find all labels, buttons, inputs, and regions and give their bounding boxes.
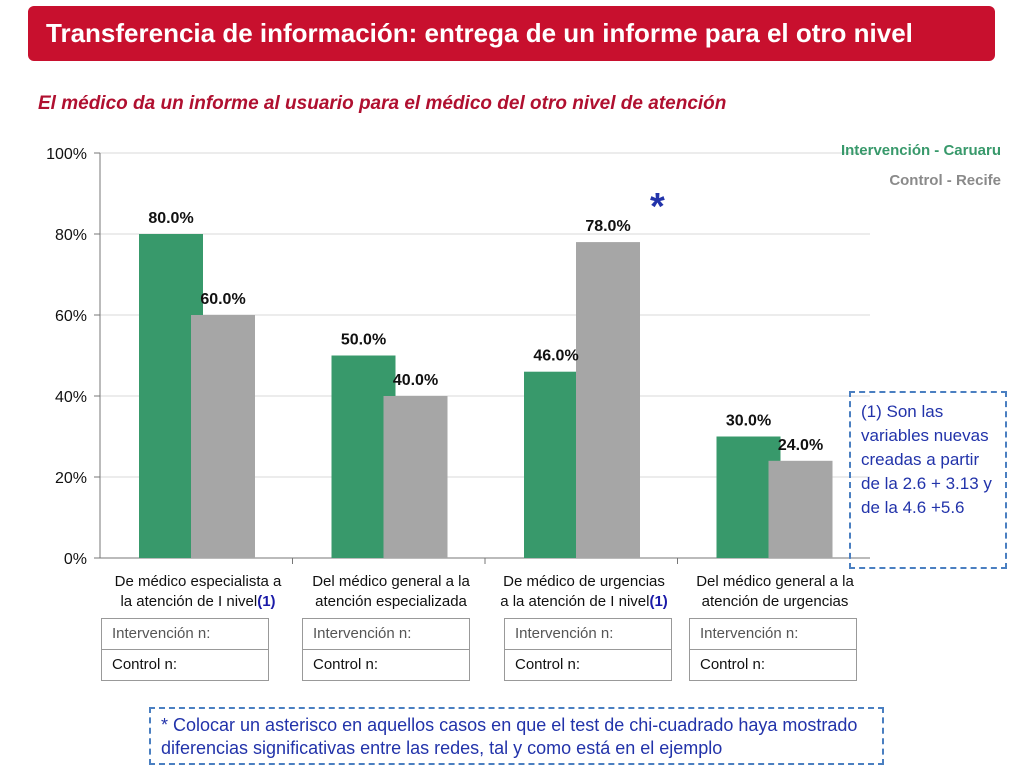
data-label: 78.0% [585, 218, 630, 235]
data-label: 24.0% [778, 437, 823, 454]
n-table: Intervención n: Control n: [302, 618, 470, 681]
y-tick-label: 0% [64, 551, 87, 568]
category-label: Del médico general a la atención de urge… [696, 573, 854, 610]
legend-intervention: Intervención - Caruaru [840, 142, 1001, 159]
data-label: 80.0% [148, 210, 193, 227]
title-banner: Transferencia de información: entrega de… [28, 6, 995, 61]
intervention-n: Intervención n: [313, 625, 412, 642]
legend-control: Control - Recife [889, 172, 1001, 189]
y-tick-label: 100% [46, 146, 87, 163]
n-table: Intervención n: Control n: [504, 618, 672, 681]
data-label: 50.0% [341, 332, 386, 349]
bar-control [191, 315, 255, 558]
y-tick-label: 20% [55, 470, 87, 487]
bar-control [768, 460, 833, 558]
page-title: Transferencia de información: entrega de… [46, 18, 913, 48]
intervention-n: Intervención n: [700, 625, 799, 642]
data-label: 30.0% [726, 413, 771, 430]
control-n: Control n: [102, 649, 268, 680]
note-ref: (1) [257, 593, 276, 610]
note-ref: (1) [649, 593, 668, 610]
significance-asterisk: * [650, 186, 665, 228]
category-label: De médico especialista a la atención de … [114, 573, 282, 610]
category-label: Del médico general a la atención especia… [312, 573, 470, 610]
control-n: Control n: [505, 649, 671, 680]
y-tick-label: 60% [55, 308, 87, 325]
data-label: 60.0% [200, 291, 245, 308]
category-label: De médico de urgencias a la atención de … [500, 573, 668, 610]
n-table: Intervención n: Control n: [101, 618, 269, 681]
intervention-n: Intervención n: [515, 625, 614, 642]
bar-control [576, 242, 640, 558]
control-n: Control n: [303, 649, 469, 680]
intervention-n: Intervención n: [112, 625, 211, 642]
data-label: 46.0% [533, 348, 578, 365]
n-table: Intervención n: Control n: [689, 618, 857, 681]
bar-control [383, 396, 448, 558]
variables-note: (1) Son las variables nuevas creadas a p… [849, 391, 1007, 569]
control-n: Control n: [690, 649, 856, 680]
y-tick-label: 40% [55, 389, 87, 406]
y-tick-label: 80% [55, 227, 87, 244]
chart-subtitle: El médico da un informe al usuario para … [38, 93, 727, 114]
data-label: 40.0% [393, 372, 438, 389]
asterisk-footnote: * Colocar un asterisco en aquellos casos… [149, 707, 884, 765]
